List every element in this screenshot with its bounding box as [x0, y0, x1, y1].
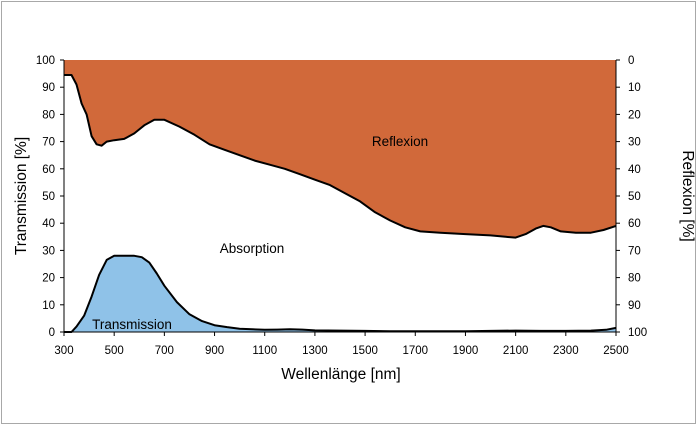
x-tick-label: 900: [205, 345, 224, 357]
x-ticks: 300 500 700 900 1100 1300 1500 1700 1900 2100 2300…: [54, 332, 629, 357]
y2-tick-label: 80: [628, 273, 641, 285]
y2-tick-label: 100: [628, 327, 647, 339]
y2-tick-label: 10: [628, 82, 641, 94]
x-tick-label: 300: [54, 345, 73, 357]
y-tick-label: 80: [42, 109, 55, 121]
y2-tick-label: 50: [628, 191, 641, 203]
region-label-reflexion: Reflexion: [372, 134, 428, 149]
x-tick-label: 1500: [352, 345, 378, 357]
y-tick-label: 40: [42, 218, 55, 230]
y2-tick-label: 0: [628, 55, 634, 67]
chart-areas: [64, 60, 616, 332]
chart-lines: [64, 74, 617, 333]
region-label-absorption: Absorption: [220, 241, 285, 256]
y-tick-label: 0: [49, 327, 55, 339]
transmission-line: [64, 254, 617, 333]
y2-tick-label: 30: [628, 137, 641, 149]
y-tick-label: 50: [42, 191, 55, 203]
region-label-transmission: Transmission: [92, 317, 172, 332]
y2-tick-label: 60: [628, 218, 641, 230]
x-tick-label: 1100: [252, 345, 277, 357]
x-tick-label: 2500: [603, 345, 629, 357]
reflexion-area: [64, 60, 616, 238]
y2-tick-label: 20: [628, 109, 641, 121]
transmission-area: [64, 255, 616, 332]
x-tick-label: 2300: [553, 345, 579, 357]
y-tick-label: 100: [36, 55, 55, 67]
y-ticks: 0 10 20 30 40 50 60 70 80 90 100: [36, 55, 64, 339]
y-tick-label: 90: [42, 82, 55, 94]
x-tick-label: 700: [155, 345, 174, 357]
reflexion-line: [64, 74, 617, 239]
y-tick-label: 10: [42, 300, 55, 312]
x-tick-label: 1900: [453, 345, 479, 357]
y-tick-label: 70: [42, 137, 55, 149]
y-tick-label: 60: [42, 164, 55, 176]
y-tick-label: 30: [42, 245, 55, 257]
x-tick-label: 1300: [302, 345, 328, 357]
y2-axis-title: Reflexion [%]: [679, 150, 696, 241]
y2-tick-label: 90: [628, 300, 641, 312]
y2-tick-label: 40: [628, 164, 641, 176]
y-axis-title: Transmission [%]: [13, 137, 30, 255]
x-tick-label: 1700: [402, 345, 428, 357]
y2-tick-label: 70: [628, 245, 641, 257]
x-tick-label: 500: [105, 345, 124, 357]
x-tick-label: 2100: [503, 345, 529, 357]
y-tick-label: 20: [42, 273, 55, 285]
x-axis-title: Wellenlänge [nm]: [281, 366, 400, 383]
